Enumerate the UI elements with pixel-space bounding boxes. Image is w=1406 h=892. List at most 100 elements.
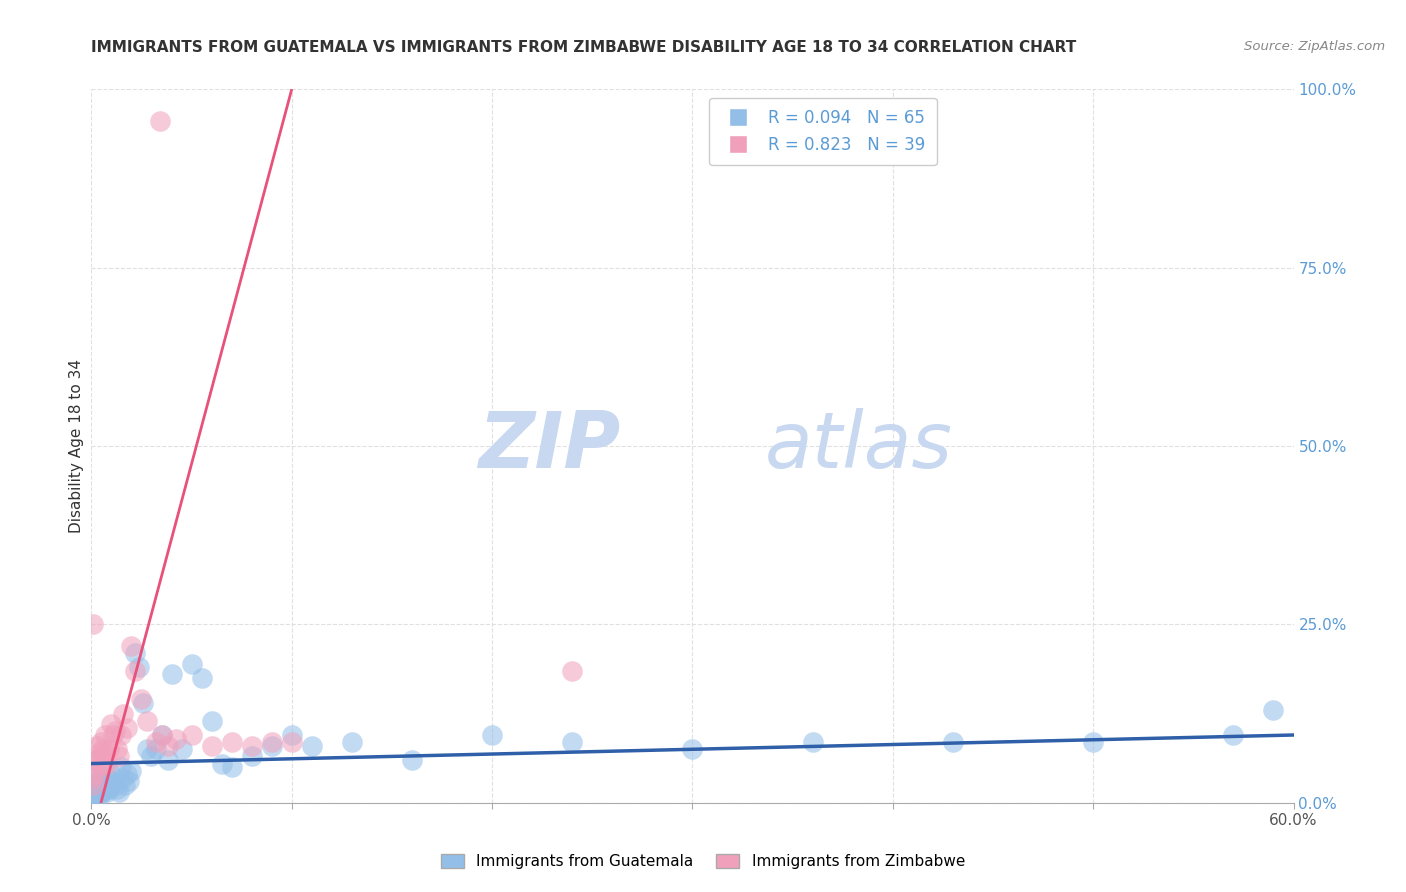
Point <box>89 760 111 774</box>
Point <box>96 785 118 799</box>
Point <box>150 728 173 742</box>
Point <box>94 781 117 796</box>
Point <box>86 774 108 789</box>
Point <box>82 617 104 632</box>
Point <box>110 728 132 742</box>
Point <box>96 756 118 771</box>
Point <box>681 742 703 756</box>
Text: Source: ZipAtlas.com: Source: ZipAtlas.com <box>1244 40 1385 54</box>
Point <box>117 767 139 781</box>
Point <box>1083 735 1105 749</box>
Point <box>128 660 150 674</box>
Point <box>100 778 122 792</box>
Point <box>281 735 304 749</box>
Point <box>170 742 193 756</box>
Point <box>98 774 121 789</box>
Point <box>942 735 965 749</box>
Point <box>86 753 108 767</box>
Point <box>481 728 503 742</box>
Point <box>96 778 118 792</box>
Point <box>98 781 121 796</box>
Y-axis label: Disability Age 18 to 34: Disability Age 18 to 34 <box>69 359 84 533</box>
Text: ZIP: ZIP <box>478 408 620 484</box>
Point <box>124 646 146 660</box>
Point <box>93 778 115 792</box>
Point <box>118 774 141 789</box>
Point <box>1263 703 1285 717</box>
Point <box>131 692 153 706</box>
Point <box>89 785 111 799</box>
Point <box>148 114 170 128</box>
Point <box>401 753 423 767</box>
Point <box>211 756 233 771</box>
Point <box>100 717 122 731</box>
Point <box>240 739 263 753</box>
Point <box>94 728 117 742</box>
Point <box>221 760 243 774</box>
Point <box>104 778 127 792</box>
Point <box>281 728 304 742</box>
Point <box>114 778 136 792</box>
Point <box>94 746 117 760</box>
Point <box>260 735 283 749</box>
Point <box>94 774 117 789</box>
Point <box>180 657 202 671</box>
Point <box>145 735 167 749</box>
Point <box>221 735 243 749</box>
Point <box>93 785 115 799</box>
Point <box>98 742 121 756</box>
Point <box>103 774 125 789</box>
Point <box>90 781 112 796</box>
Point <box>89 781 111 796</box>
Point <box>201 739 224 753</box>
Point <box>84 789 107 803</box>
Point <box>93 742 115 756</box>
Point <box>86 739 108 753</box>
Point <box>156 739 179 753</box>
Point <box>107 781 129 796</box>
Point <box>84 778 107 792</box>
Text: IMMIGRANTS FROM GUATEMALA VS IMMIGRANTS FROM ZIMBABWE DISABILITY AGE 18 TO 34 CO: IMMIGRANTS FROM GUATEMALA VS IMMIGRANTS … <box>91 40 1077 55</box>
Point <box>110 760 132 774</box>
Point <box>132 696 155 710</box>
Point <box>561 664 583 678</box>
Point <box>104 724 127 739</box>
Point <box>150 728 173 742</box>
Text: atlas: atlas <box>765 408 952 484</box>
Point <box>84 753 107 767</box>
Point <box>112 706 135 721</box>
Point <box>107 742 129 756</box>
Point <box>201 714 224 728</box>
Point <box>84 785 107 799</box>
Point <box>100 767 122 781</box>
Point <box>136 714 159 728</box>
Point <box>160 667 183 681</box>
Point <box>1222 728 1244 742</box>
Point <box>145 742 167 756</box>
Point <box>86 785 108 799</box>
Point <box>121 639 143 653</box>
Point <box>89 789 111 803</box>
Point <box>90 749 112 764</box>
Point <box>82 789 104 803</box>
Point <box>180 728 202 742</box>
Point <box>124 664 146 678</box>
Point <box>260 739 283 753</box>
Legend: Immigrants from Guatemala, Immigrants from Zimbabwe: Immigrants from Guatemala, Immigrants fr… <box>434 848 972 875</box>
Point <box>82 771 104 785</box>
Legend: R = 0.094   N = 65, R = 0.823   N = 39: R = 0.094 N = 65, R = 0.823 N = 39 <box>709 97 936 165</box>
Point <box>301 739 323 753</box>
Point <box>108 785 131 799</box>
Point <box>117 721 139 735</box>
Point <box>82 781 104 796</box>
Point <box>103 728 125 742</box>
Point <box>156 753 179 767</box>
Point <box>801 735 824 749</box>
Point <box>86 778 108 792</box>
Point <box>121 764 143 778</box>
Point <box>141 749 163 764</box>
Point <box>165 731 187 746</box>
Point <box>112 771 135 785</box>
Point <box>90 735 112 749</box>
Point <box>90 771 112 785</box>
